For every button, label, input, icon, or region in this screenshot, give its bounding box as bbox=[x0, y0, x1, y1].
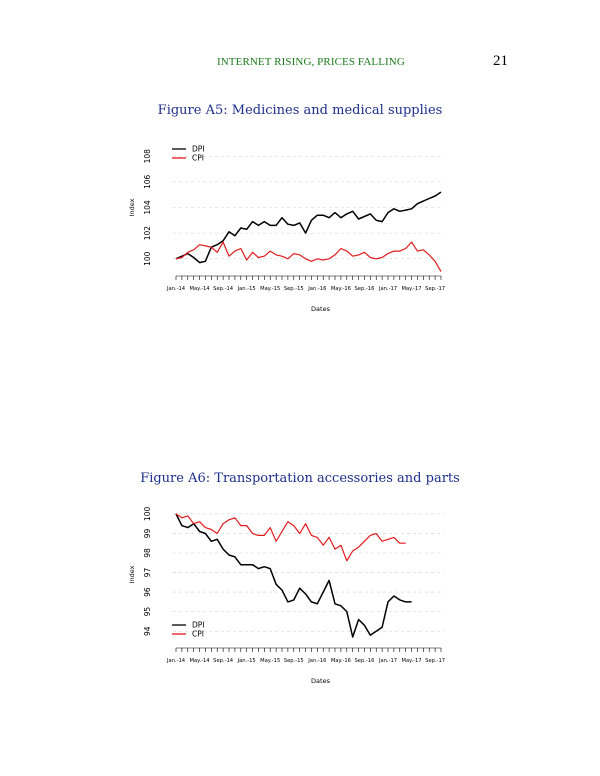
a6-ytick-label: 100 bbox=[143, 507, 152, 522]
a6-xtick-label: Sep.-17 bbox=[425, 658, 445, 664]
a6-xlabel: Dates bbox=[311, 677, 331, 685]
a5-legend-cpi-label: CPI bbox=[192, 154, 204, 163]
figure-a5-caption: Figure A5: Medicines and medical supplie… bbox=[157, 103, 443, 118]
a6-xtick-label: Sep.-16 bbox=[354, 658, 374, 664]
a5-xtick-label: Jan.-17 bbox=[378, 286, 397, 292]
figure-a6-caption: Figure A6: Transportation accessories an… bbox=[140, 471, 460, 486]
a5-ytick-label: 108 bbox=[143, 149, 152, 164]
a5-xtick-label: May.-14 bbox=[190, 286, 211, 292]
a5-xtick-label: Sep.-14 bbox=[213, 286, 234, 292]
a6-xtick-label: Jan.-15 bbox=[237, 658, 256, 664]
a6-ytick-label: 99 bbox=[143, 528, 152, 538]
a6-legend-dpi-label: DPI bbox=[192, 621, 205, 630]
a6-xtick-label: May.-16 bbox=[331, 658, 351, 664]
a6-xtick-label: May.-17 bbox=[402, 658, 422, 664]
a6-ylabel: Index bbox=[128, 565, 136, 583]
a6-series-cpi-line bbox=[175, 513, 406, 562]
a5-xtick-label: May.-15 bbox=[260, 286, 280, 292]
a6-xtick-label: Sep.-14 bbox=[213, 658, 234, 664]
a6-legend-cpi-label: CPI bbox=[192, 630, 204, 639]
a6-ytick-label: 95 bbox=[143, 607, 152, 617]
a6-xtick-label: Sep.-15 bbox=[284, 658, 304, 664]
a5-ytick-label: 104 bbox=[143, 200, 152, 215]
a6-xtick-label: May.-14 bbox=[190, 658, 211, 664]
a5-ylabel: Index bbox=[128, 198, 136, 216]
a5-series-cpi-line bbox=[175, 241, 442, 272]
a6-ytick-label: 96 bbox=[143, 587, 152, 597]
a6-ytick-label: 98 bbox=[143, 548, 152, 558]
a5-xtick-label: Sep.-15 bbox=[284, 286, 304, 292]
a5-ytick-label: 102 bbox=[143, 226, 152, 241]
a6-xtick-label: Jan.-14 bbox=[166, 658, 186, 664]
a6-xtick-label: Jan.-16 bbox=[307, 658, 326, 664]
a6-xtick-label: Jan.-17 bbox=[378, 658, 397, 664]
a5-xtick-label: May.-17 bbox=[402, 286, 422, 292]
a6-xtick-label: May.-15 bbox=[260, 658, 280, 664]
page-header: INTERNET RISING, PRICES FALLING 21 bbox=[0, 53, 600, 72]
a5-legend-dpi-label: DPI bbox=[192, 145, 205, 154]
a6-ytick-label: 97 bbox=[143, 568, 152, 578]
a5-xtick-label: Sep.-16 bbox=[354, 286, 374, 292]
a6-series-dpi-line bbox=[175, 513, 412, 638]
a5-series-dpi-line bbox=[175, 191, 442, 264]
a5-ytick-label: 100 bbox=[143, 251, 152, 266]
running-title: INTERNET RISING, PRICES FALLING bbox=[217, 56, 405, 68]
a5-xtick-label: Jan.-15 bbox=[237, 286, 256, 292]
a5-xtick-label: May.-16 bbox=[331, 286, 351, 292]
a5-xtick-label: Jan.-14 bbox=[166, 286, 186, 292]
a5-ytick-label: 106 bbox=[143, 174, 152, 189]
page-number: 21 bbox=[493, 53, 508, 69]
a5-xtick-label: Sep.-17 bbox=[425, 286, 445, 292]
a5-xlabel: Dates bbox=[311, 305, 331, 313]
a6-ytick-label: 94 bbox=[143, 626, 152, 636]
a5-xtick-label: Jan.-16 bbox=[307, 286, 326, 292]
